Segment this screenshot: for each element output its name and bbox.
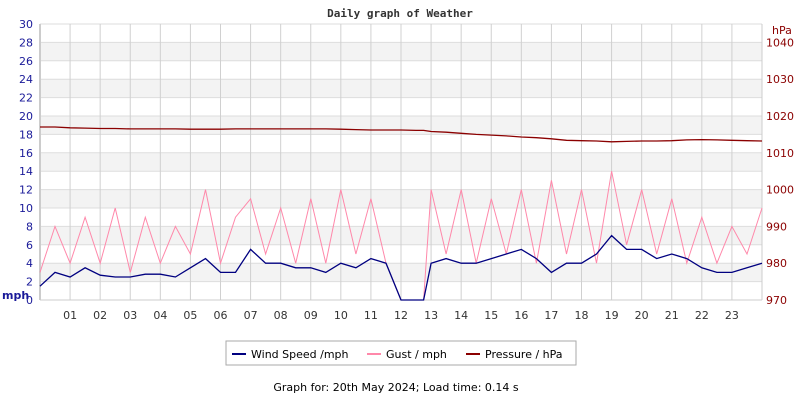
- left-tick-label: 10: [19, 202, 33, 215]
- x-tick-label: 01: [63, 309, 77, 322]
- right-tick-label: 980: [766, 257, 787, 270]
- left-tick-label: 2: [26, 276, 33, 289]
- chart-title: Daily graph of Weather: [327, 7, 473, 20]
- x-tick-label: 04: [153, 309, 167, 322]
- left-tick-label: 14: [19, 165, 33, 178]
- x-tick-label: 20: [635, 309, 649, 322]
- x-tick-label: 14: [454, 309, 468, 322]
- series-lines: [39, 126, 763, 301]
- left-tick-label: 28: [19, 36, 33, 49]
- left-tick-label: 26: [19, 55, 33, 68]
- x-tick-label: 10: [334, 309, 348, 322]
- series-line-pressure: [40, 126, 763, 143]
- left-tick-label: 16: [19, 147, 33, 160]
- x-tick-label: 13: [424, 309, 438, 322]
- legend-gust: Gust / mph: [386, 348, 447, 361]
- x-tick-label: 03: [123, 309, 137, 322]
- left-tick-label: 12: [19, 184, 33, 197]
- legend: Wind Speed /mph Gust / mph Pressure / hP…: [225, 340, 577, 366]
- legend-pressure: Pressure / hPa: [485, 348, 563, 361]
- x-tick-label: 15: [484, 309, 498, 322]
- legend-wind: Wind Speed /mph: [251, 348, 349, 361]
- left-axis-unit: mph: [2, 289, 29, 302]
- x-tick-label: 17: [544, 309, 558, 322]
- x-tick-label: 21: [665, 309, 679, 322]
- x-tick-label: 16: [514, 309, 528, 322]
- series-line-wind: [39, 234, 763, 301]
- x-tick-label: 18: [575, 309, 589, 322]
- x-tick-label: 11: [364, 309, 378, 322]
- left-tick-label: 4: [26, 257, 33, 270]
- right-tick-label: 1000: [766, 184, 794, 197]
- x-tick-label: 09: [304, 309, 318, 322]
- right-tick-label: 1020: [766, 110, 794, 123]
- left-tick-label: 30: [19, 18, 33, 31]
- left-tick-label: 18: [19, 128, 33, 141]
- x-tick-label: 12: [394, 309, 408, 322]
- right-tick-label: 1030: [766, 73, 794, 86]
- left-tick-label: 20: [19, 110, 33, 123]
- left-tick-label: 22: [19, 92, 33, 105]
- right-tick-label: 970: [766, 294, 787, 307]
- axis-ticks: 0246810121416182022242628309709809901000…: [19, 18, 794, 322]
- x-tick-label: 08: [274, 309, 288, 322]
- right-tick-label: 1040: [766, 36, 794, 49]
- right-tick-label: 990: [766, 220, 787, 233]
- right-tick-label: 1010: [766, 147, 794, 160]
- x-tick-label: 07: [244, 309, 258, 322]
- footer-text: Graph for: 20th May 2024; Load time: 0.1…: [273, 381, 519, 394]
- legend-box: [225, 340, 577, 366]
- x-tick-label: 02: [93, 309, 107, 322]
- left-tick-label: 8: [26, 220, 33, 233]
- left-tick-label: 0: [26, 294, 33, 307]
- x-tick-label: 22: [695, 309, 709, 322]
- right-axis-unit: hPa: [772, 24, 792, 37]
- left-tick-label: 6: [26, 239, 33, 252]
- x-tick-label: 06: [214, 309, 228, 322]
- grid: [39, 23, 763, 301]
- x-tick-label: 19: [605, 309, 619, 322]
- left-tick-label: 24: [19, 73, 33, 86]
- x-tick-label: 23: [725, 309, 739, 322]
- x-tick-label: 05: [183, 309, 197, 322]
